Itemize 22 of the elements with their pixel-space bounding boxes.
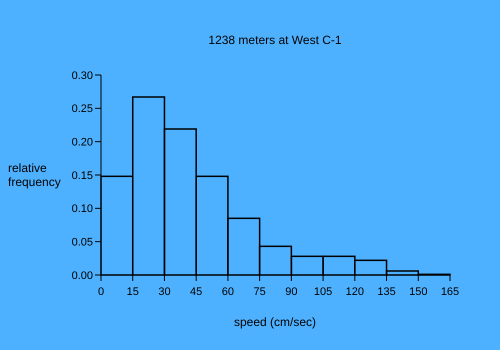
x-tick-label: 75 — [254, 286, 266, 298]
x-tick-label: 60 — [222, 286, 234, 298]
y-axis-title: relative frequency — [8, 161, 61, 189]
y-tick-label: 0.25 — [72, 103, 93, 116]
y-tick-label: 0.00 — [72, 270, 93, 282]
x-tick-label: 135 — [377, 286, 396, 298]
y-tick-label: 0.30 — [72, 70, 93, 82]
x-tick-label: 15 — [126, 286, 139, 298]
y-tick-label: 0.15 — [72, 170, 93, 182]
x-tick-label: 105 — [314, 286, 332, 298]
x-tick-label: 45 — [190, 286, 202, 298]
y-tick-label: 0.10 — [72, 203, 93, 216]
x-tick-label: 165 — [440, 286, 460, 298]
x-tick-label: 150 — [409, 286, 428, 298]
y-tick-label: 0.05 — [72, 236, 93, 249]
x-tick-label: 120 — [346, 286, 364, 298]
x-tick-label: 30 — [158, 286, 171, 298]
x-axis-title: speed (cm/sec) — [234, 315, 316, 329]
x-tick-label: 90 — [285, 286, 298, 298]
x-tick-label: 0 — [98, 286, 104, 298]
y-tick-label: 0.20 — [72, 136, 93, 149]
chart-title: 1238 meters at West C-1 — [208, 33, 342, 47]
